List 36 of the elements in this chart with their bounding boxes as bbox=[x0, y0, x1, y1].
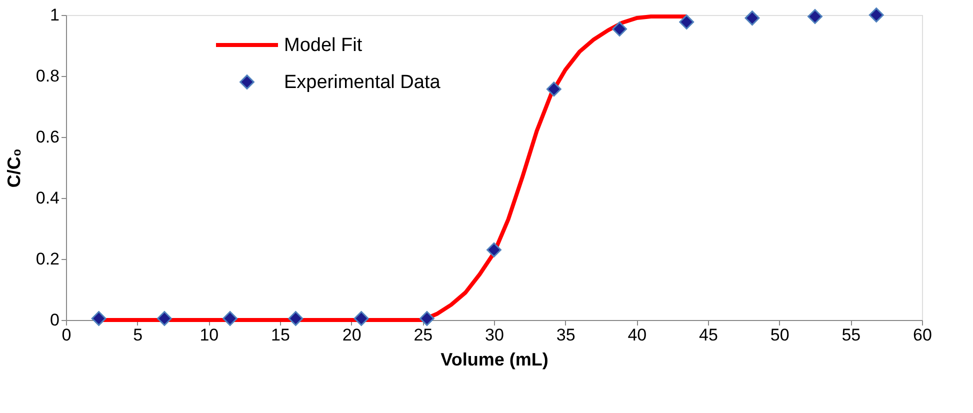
x-tick-label: 5 bbox=[133, 326, 143, 344]
point bbox=[808, 9, 822, 24]
x-tick-label: 50 bbox=[770, 326, 790, 344]
x-tick-label: 45 bbox=[699, 326, 718, 344]
y-tick-label: 0.8 bbox=[36, 66, 60, 86]
x-tick-label: 40 bbox=[628, 326, 647, 344]
x-axis-title: Volume (mL) bbox=[440, 350, 548, 370]
point bbox=[222, 311, 238, 326]
legend-label: Experimental Data bbox=[284, 72, 441, 93]
y-tick-label: 0.4 bbox=[36, 188, 60, 208]
point bbox=[156, 311, 172, 326]
point bbox=[419, 311, 434, 326]
y-tick-label: 0 bbox=[50, 310, 60, 330]
x-tick-label: 60 bbox=[913, 326, 932, 344]
y-tick-label: 1 bbox=[50, 6, 60, 24]
point bbox=[546, 82, 562, 97]
x-tick-label: 25 bbox=[414, 326, 433, 344]
x-tick-label: 0 bbox=[62, 326, 72, 344]
point bbox=[612, 22, 628, 36]
legend-label: Model Fit bbox=[284, 35, 363, 56]
y-axis-title: C/C₀ bbox=[4, 148, 24, 188]
point bbox=[868, 8, 884, 22]
point bbox=[486, 242, 502, 258]
y-tick-label: 0.6 bbox=[36, 128, 60, 146]
x-tick-label: 35 bbox=[556, 326, 576, 344]
point bbox=[354, 311, 369, 326]
point bbox=[288, 311, 304, 326]
x-tick-label: 10 bbox=[200, 326, 219, 344]
x-tick-label: 20 bbox=[342, 326, 362, 344]
x-tick-label: 30 bbox=[485, 326, 504, 344]
y-tick-label: 0.2 bbox=[36, 250, 60, 268]
point bbox=[91, 311, 106, 326]
point bbox=[744, 10, 760, 26]
x-tick-label: 15 bbox=[271, 326, 290, 344]
point bbox=[679, 14, 694, 30]
x-tick-label: 55 bbox=[842, 326, 861, 344]
